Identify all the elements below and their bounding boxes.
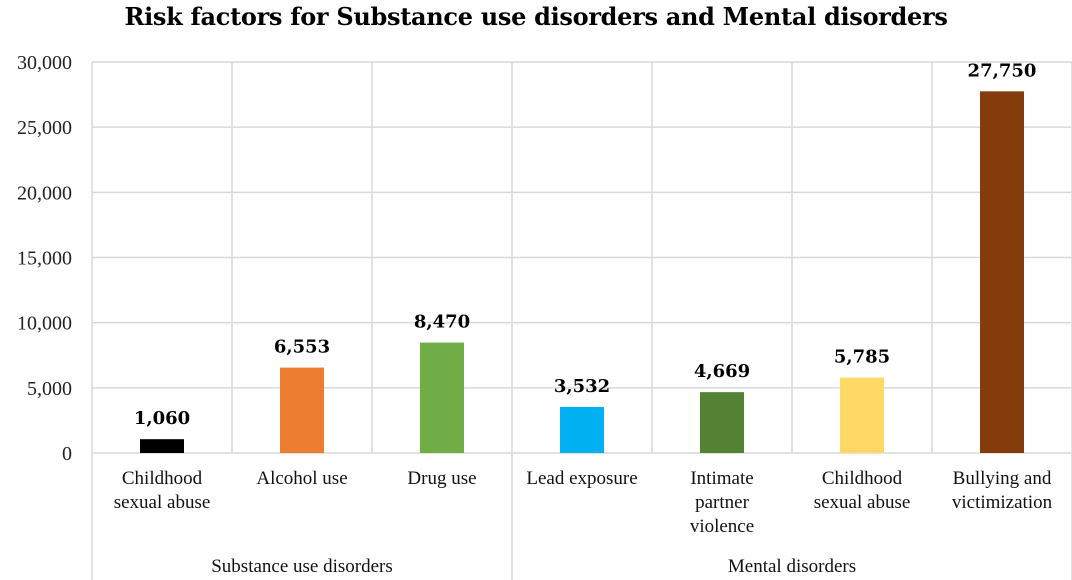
bar xyxy=(420,342,464,453)
category-label-line: Bullying and xyxy=(953,468,1052,489)
y-axis-ticks: 0 5,000 10,000 15,000 20,000 25,000 30,000 xyxy=(17,52,72,465)
category-label-line: Childhood xyxy=(122,468,203,489)
chart-title: Risk factors for Substance use disorders… xyxy=(124,2,948,31)
group-labels: Substance use disorders Mental disorders xyxy=(211,556,856,577)
y-tick-label: 0 xyxy=(62,443,72,465)
y-tick-label: 10,000 xyxy=(17,313,72,335)
y-tick-label: 20,000 xyxy=(17,182,72,204)
category-label-line: Alcohol use xyxy=(256,468,347,489)
gridlines xyxy=(91,61,1072,580)
y-tick-label: 30,000 xyxy=(17,52,72,74)
category-label-line: Intimate xyxy=(690,468,753,489)
bar xyxy=(840,377,884,453)
category-label-line: victimization xyxy=(952,492,1053,513)
data-label: 27,750 xyxy=(968,60,1037,81)
bar xyxy=(980,91,1024,453)
category-label: Drug use xyxy=(407,468,476,489)
category-label-line: sexual abuse xyxy=(114,492,211,513)
category-label-line: partner xyxy=(695,492,749,513)
category-label-line: Childhood xyxy=(822,468,903,489)
bars xyxy=(140,91,1024,453)
y-tick-label: 15,000 xyxy=(17,248,72,270)
group-label: Mental disorders xyxy=(728,556,856,577)
category-label-line: sexual abuse xyxy=(814,492,911,513)
bar xyxy=(280,367,324,453)
data-labels: 1,060 6,553 8,470 3,532 4,669 5,785 27,750 xyxy=(134,60,1037,429)
bar xyxy=(140,439,184,453)
category-labels: Childhood sexual abuse Alcohol use Drug use… xyxy=(114,468,1053,537)
category-label: Alcohol use xyxy=(256,468,347,489)
y-tick-label: 5,000 xyxy=(27,378,72,400)
category-label: Childhood sexual abuse xyxy=(114,468,211,513)
bar xyxy=(700,392,744,453)
bar xyxy=(560,406,604,453)
category-label: Bullying and victimization xyxy=(952,468,1053,513)
data-label: 6,553 xyxy=(274,337,330,358)
y-tick-label: 25,000 xyxy=(17,117,72,139)
group-label: Substance use disorders xyxy=(211,556,393,577)
category-label: Intimate partner violence xyxy=(690,468,754,537)
data-label: 3,532 xyxy=(554,376,610,397)
data-label: 1,060 xyxy=(134,408,190,429)
category-label: Lead exposure xyxy=(526,468,637,489)
category-label-line: violence xyxy=(690,516,754,537)
category-label: Childhood sexual abuse xyxy=(814,468,911,513)
category-label-line: Drug use xyxy=(407,468,476,489)
data-label: 4,669 xyxy=(694,361,750,382)
data-label: 8,470 xyxy=(414,312,470,333)
data-label: 5,785 xyxy=(834,347,890,368)
category-label-line: Lead exposure xyxy=(526,468,637,489)
